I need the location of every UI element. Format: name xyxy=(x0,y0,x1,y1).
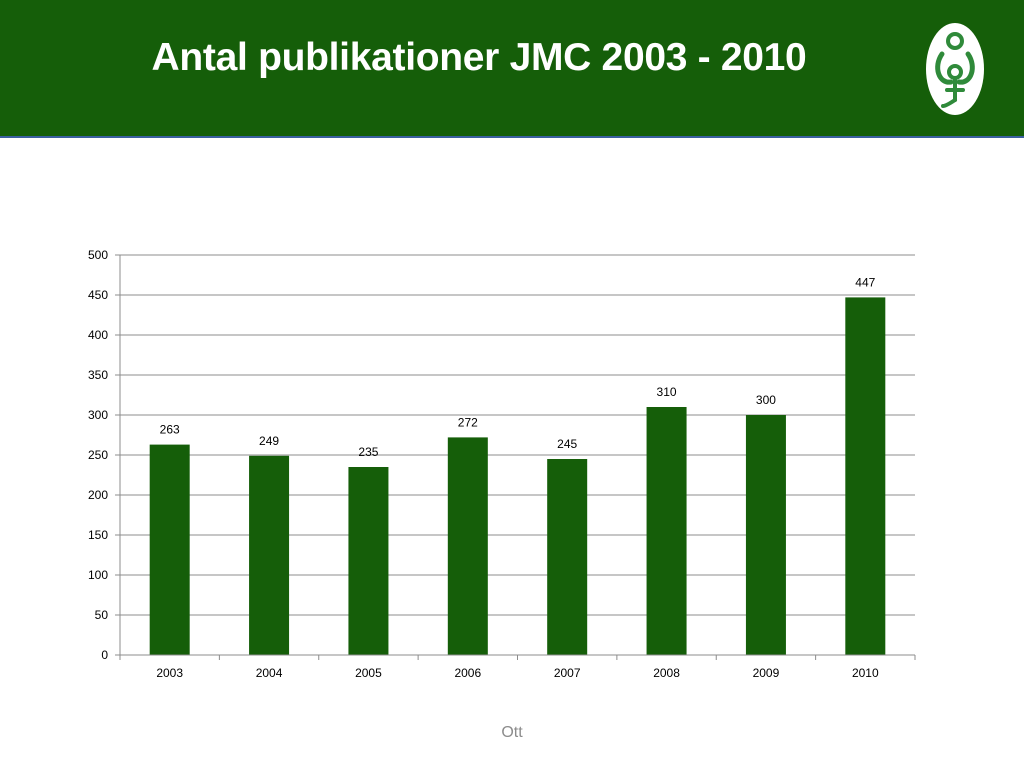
bar-2004 xyxy=(249,455,290,655)
y-tick-label: 50 xyxy=(95,608,109,622)
y-tick-label: 200 xyxy=(88,488,108,502)
data-label-2004: 249 xyxy=(259,434,279,448)
x-tick-label-2005: 2005 xyxy=(355,666,382,680)
x-tick-label-2003: 2003 xyxy=(156,666,183,680)
data-label-2006: 272 xyxy=(458,415,478,429)
bar-2009 xyxy=(745,415,786,655)
data-label-2003: 263 xyxy=(160,423,180,437)
x-tick-label-2009: 2009 xyxy=(753,666,780,680)
y-tick-label: 350 xyxy=(88,368,108,382)
slide-footer: Ott xyxy=(501,724,523,741)
y-tick-label: 250 xyxy=(88,448,108,462)
bar-2010 xyxy=(845,297,886,655)
bar-2006 xyxy=(447,437,488,655)
y-tick-label: 300 xyxy=(88,408,108,422)
bar-2008 xyxy=(646,407,687,655)
y-tick-label: 100 xyxy=(88,568,108,582)
x-tick-label-2006: 2006 xyxy=(454,666,481,680)
x-tick-label-2007: 2007 xyxy=(554,666,581,680)
jmc-figure-logo-icon xyxy=(926,23,984,115)
data-label-2007: 245 xyxy=(557,437,577,451)
slide-title: Antal publikationer JMC 2003 - 2010 xyxy=(151,36,807,79)
y-tick-label: 400 xyxy=(88,328,108,342)
x-tick-label-2004: 2004 xyxy=(256,666,283,680)
data-label-2009: 300 xyxy=(756,393,776,407)
data-label-2010: 447 xyxy=(855,275,875,289)
data-label-2005: 235 xyxy=(358,445,378,459)
bar-2005 xyxy=(348,467,389,655)
y-tick-label: 0 xyxy=(101,648,108,662)
bar-2007 xyxy=(547,459,588,655)
y-tick-label: 500 xyxy=(88,248,108,262)
data-label-2008: 310 xyxy=(657,385,677,399)
x-tick-label-2008: 2008 xyxy=(653,666,680,680)
slide-header: Antal publikationer JMC 2003 - 2010 xyxy=(0,0,1024,138)
bar-2003 xyxy=(149,444,190,655)
y-tick-label: 450 xyxy=(88,288,108,302)
y-tick-label: 150 xyxy=(88,528,108,542)
x-tick-label-2010: 2010 xyxy=(852,666,879,680)
